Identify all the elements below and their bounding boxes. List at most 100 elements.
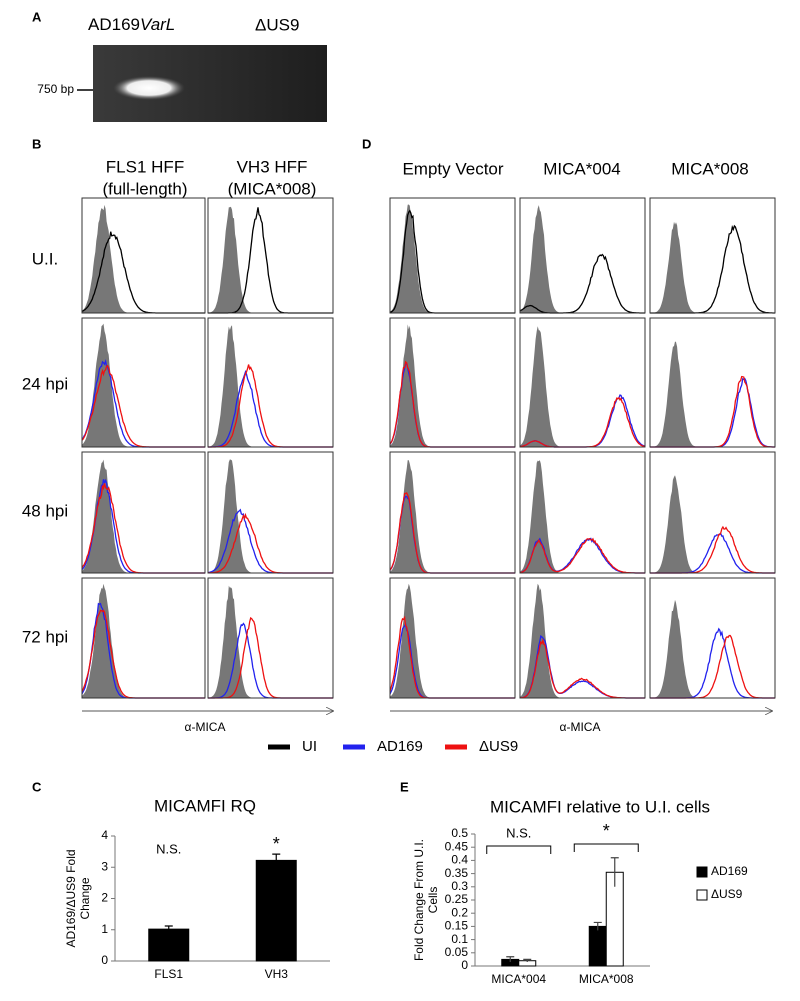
histogram-frame	[519, 577, 646, 699]
lane-text: AD169	[88, 15, 140, 34]
panel-label: B	[32, 136, 41, 151]
histogram-frame	[389, 577, 516, 699]
y-axis-label: Fold Change From U.I.	[412, 839, 426, 961]
y-tick-label: 2	[101, 891, 108, 905]
axis-label: α-MICA	[560, 720, 601, 734]
gel-band	[113, 76, 185, 100]
histogram-frame	[519, 317, 646, 448]
y-tick-label: 0.2	[451, 905, 468, 919]
y-tick-label: 3	[101, 859, 108, 873]
legend-label: UI	[302, 738, 317, 755]
isotype-histogram	[520, 460, 645, 573]
axis-label: α-MICA	[185, 720, 226, 734]
column-header: FLS1 HFF	[106, 157, 184, 176]
legend-swatch	[696, 866, 708, 878]
annotation: *	[603, 821, 610, 841]
histogram-frame	[207, 451, 334, 574]
panel-label: C	[32, 779, 42, 794]
bar	[148, 928, 190, 962]
y-tick-label: 0.4	[451, 853, 468, 867]
legend-label: ΔUS9	[479, 738, 518, 755]
isotype-histogram	[208, 585, 333, 698]
column-header: (full-length)	[102, 179, 187, 198]
isotype-histogram	[650, 599, 775, 698]
y-tick-label: 0	[461, 958, 468, 972]
row-label: U.I.	[32, 249, 58, 268]
marker-label: 750 bp	[37, 82, 74, 96]
histogram-frame	[389, 197, 516, 314]
panel-label: A	[32, 9, 42, 24]
x-tick-label: MICA*004	[491, 972, 546, 986]
histogram-frame	[207, 577, 334, 699]
isotype-histogram	[82, 583, 205, 698]
histogram-frame	[389, 317, 516, 448]
x-tick-label: FLS1	[154, 967, 183, 981]
legend-label: ΔUS9	[711, 887, 743, 901]
isotype-histogram	[650, 475, 775, 573]
y-axis-label: Change	[78, 877, 92, 919]
histogram-frame	[81, 577, 206, 699]
annotation: N.S.	[156, 841, 181, 856]
error-bar	[164, 925, 173, 933]
y-tick-label: 1	[101, 922, 108, 936]
x-tick-label: MICA*008	[579, 972, 634, 986]
bar	[255, 859, 297, 962]
row-label: 48 hpi	[22, 501, 68, 520]
error-bar	[610, 857, 619, 887]
histogram-frame	[649, 317, 776, 448]
bar	[588, 925, 607, 967]
y-tick-label: 0.15	[445, 919, 469, 933]
histogram-frame	[389, 451, 516, 574]
chart-title: MICAMFI relative to U.I. cells	[490, 797, 710, 816]
row-label: 72 hpi	[22, 627, 68, 646]
row-label: 24 hpi	[22, 374, 68, 393]
column-header: MICA*008	[671, 159, 748, 178]
histogram-frame	[207, 317, 334, 448]
error-bar	[523, 958, 532, 963]
isotype-histogram	[390, 324, 515, 447]
isotype-histogram	[650, 341, 775, 447]
isotype-histogram	[82, 323, 205, 447]
histogram-frame	[207, 197, 334, 314]
error-bar	[272, 853, 281, 867]
error-bar	[593, 921, 602, 931]
chart-title: MICAMFI RQ	[154, 796, 256, 815]
y-axis-label: AD169/ΔUS9 Fold	[64, 849, 78, 947]
y-tick-label: 0.3	[451, 879, 468, 893]
histogram-frame	[649, 577, 776, 699]
y-tick-label: 0.05	[445, 945, 469, 959]
y-tick-label: 4	[101, 828, 108, 842]
histogram-frame	[81, 451, 206, 574]
column-header: (MICA*008)	[228, 179, 317, 198]
x-tick-label: VH3	[265, 967, 289, 981]
isotype-histogram	[390, 460, 515, 573]
legend-label: AD169	[711, 864, 748, 878]
column-header: MICA*004	[543, 159, 620, 178]
isotype-histogram	[82, 204, 205, 313]
isotype-histogram	[390, 583, 515, 698]
bracket	[486, 845, 552, 854]
isotype-histogram	[208, 206, 333, 313]
histogram-frame	[81, 197, 206, 314]
y-axis-label: Cells	[426, 887, 440, 914]
y-tick-label: 0.45	[445, 839, 469, 853]
histogram-frame	[649, 197, 776, 314]
histogram-frame	[81, 317, 206, 448]
lane-label: AD169VarL	[88, 15, 175, 34]
isotype-histogram	[520, 205, 645, 313]
annotation: N.S.	[506, 825, 531, 840]
isotype-histogram	[650, 221, 775, 313]
column-header: VH3 HFF	[237, 157, 308, 176]
panel-label: D	[362, 136, 371, 151]
histogram-line	[519, 537, 645, 574]
histogram-frame	[649, 451, 776, 574]
legend-label: AD169	[377, 738, 423, 755]
isotype-histogram	[208, 325, 333, 447]
y-tick-label: 0.1	[451, 932, 468, 946]
y-tick-label: 0	[101, 953, 108, 967]
y-tick-label: 0.25	[445, 892, 469, 906]
histogram-frame	[519, 197, 646, 314]
lane-label: ΔUS9	[255, 15, 299, 34]
histogram-line	[519, 253, 645, 314]
